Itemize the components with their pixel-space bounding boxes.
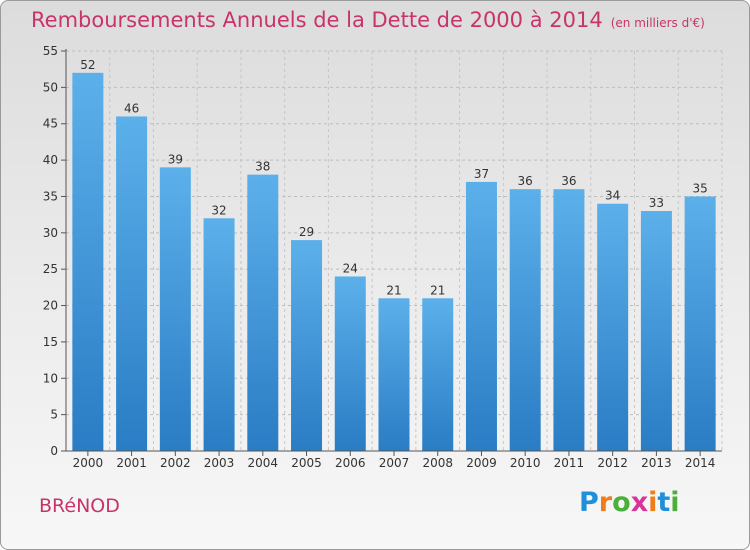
bar [203, 218, 235, 451]
bar [597, 203, 629, 451]
bar-value-label: 29 [299, 225, 314, 239]
bar-value-label: 32 [211, 203, 226, 217]
x-tick-label: 2008 [422, 456, 453, 470]
bar [684, 196, 716, 451]
logo-letter: t [657, 487, 671, 518]
bar-value-label: 39 [168, 152, 183, 166]
x-tick-label: 2002 [160, 456, 191, 470]
bar [72, 72, 104, 452]
x-tick-label: 2005 [291, 456, 322, 470]
logo-letter: P [579, 487, 599, 518]
x-tick-label: 2010 [510, 456, 541, 470]
bar [465, 181, 497, 451]
bar-value-label: 37 [474, 167, 489, 181]
logo-letter: r [598, 487, 613, 518]
x-tick-label: 2011 [554, 456, 585, 470]
y-tick-label: 40 [43, 153, 58, 167]
bar-value-label: 21 [430, 283, 445, 297]
bar-value-label: 33 [649, 196, 664, 210]
x-tick-label: 2004 [248, 456, 279, 470]
logo-letter: i [648, 487, 658, 518]
bar [116, 116, 148, 452]
x-tick-label: 2000 [73, 456, 104, 470]
y-tick-label: 15 [43, 335, 58, 349]
x-tick-label: 2003 [204, 456, 235, 470]
y-tick-label: 45 [43, 117, 58, 131]
bar-value-label: 24 [343, 261, 358, 275]
bar [640, 211, 672, 451]
y-tick-label: 20 [43, 299, 58, 313]
bar [291, 240, 323, 451]
bar [334, 276, 366, 451]
y-tick-label: 25 [43, 262, 58, 276]
x-tick-label: 2012 [597, 456, 628, 470]
bar [553, 189, 585, 451]
y-tick-label: 35 [43, 189, 58, 203]
bar-layer: 52 46 39 32 38 29 24 21 21 37 36 36 34 33 35 [72, 58, 716, 452]
chart-title: Remboursements Annuels de la Dette de 20… [31, 8, 705, 32]
chart-title-text: Remboursements Annuels de la Dette de 20… [31, 8, 603, 32]
y-tick-label: 30 [43, 226, 58, 240]
bar-value-label: 35 [692, 181, 707, 195]
y-tick-label: 5 [50, 408, 58, 422]
logo-letter: i [670, 487, 680, 518]
x-tick-label: 2001 [116, 456, 147, 470]
logo-letter: x [630, 487, 649, 518]
y-tick-label: 10 [43, 371, 58, 385]
chart-unit: (en milliers d'€) [610, 16, 705, 30]
town-name: BRéNOD [39, 495, 120, 517]
axis-layer: 0 5 10 15 20 25 30 35 40 45 50 55 2000 2001 2002 2003 20… [43, 44, 722, 470]
x-tick-label: 2007 [379, 456, 410, 470]
bar-value-label: 38 [255, 160, 270, 174]
x-tick-label: 2014 [685, 456, 716, 470]
bar-value-label: 34 [605, 189, 620, 203]
bar [422, 298, 454, 451]
bar [378, 298, 410, 451]
bar-value-label: 36 [561, 174, 576, 188]
bar-value-label: 52 [80, 58, 95, 72]
bar-value-label: 46 [124, 101, 139, 115]
bar [159, 167, 191, 451]
bar [509, 189, 541, 451]
y-tick-label: 50 [43, 80, 58, 94]
bar-value-label: 36 [518, 174, 533, 188]
x-tick-label: 2009 [466, 456, 497, 470]
x-tick-label: 2013 [641, 456, 672, 470]
y-tick-label: 0 [50, 444, 58, 458]
proxiti-logo: Proxiti [579, 487, 680, 518]
x-tick-label: 2006 [335, 456, 366, 470]
y-tick-label: 55 [43, 44, 58, 58]
bar-value-label: 21 [386, 283, 401, 297]
bar [247, 174, 279, 452]
logo-letter: o [612, 487, 631, 518]
